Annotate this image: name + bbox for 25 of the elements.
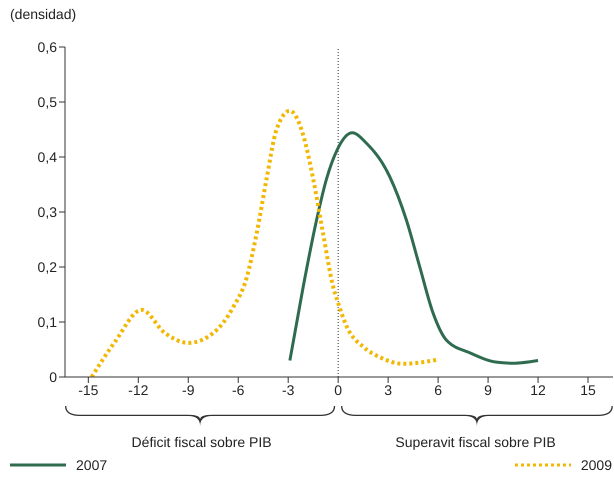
line-series [90,108,438,377]
y-tick-label: 0 [49,368,58,385]
text: Déficit fiscal sobre PIB [130,434,273,450]
x-tick-label: 3 [384,382,392,398]
y-tick-label: 0,5 [38,94,58,110]
x-tick-label: -15 [78,382,99,398]
x-tick-label: 0 [334,382,342,398]
x-tick-label: -3 [282,382,295,398]
x-tick-label: 9 [484,382,492,398]
y-tick-label: 0,1 [38,314,58,330]
y-axis-title: (densidad) [10,6,76,22]
x-tick-label: -6 [232,382,245,398]
text: Superavit fiscal sobre PIB [394,434,557,450]
y-tick-label: 0,4 [38,148,58,165]
y-tick-label: 0,6 [38,38,58,55]
x-tick-label: -9 [182,382,195,398]
x-tick-label: -12 [128,382,149,398]
y-tick-label: 0,3 [38,204,58,220]
legend-label: 2009 [580,457,612,473]
x-tick-label: 15 [580,382,596,398]
line-series [288,131,540,365]
legend-label: 2007 [76,457,108,473]
x-tick-label: 12 [530,382,546,398]
x-tick-label: 6 [434,382,442,398]
y-tick-label: 0,2 [38,258,58,275]
